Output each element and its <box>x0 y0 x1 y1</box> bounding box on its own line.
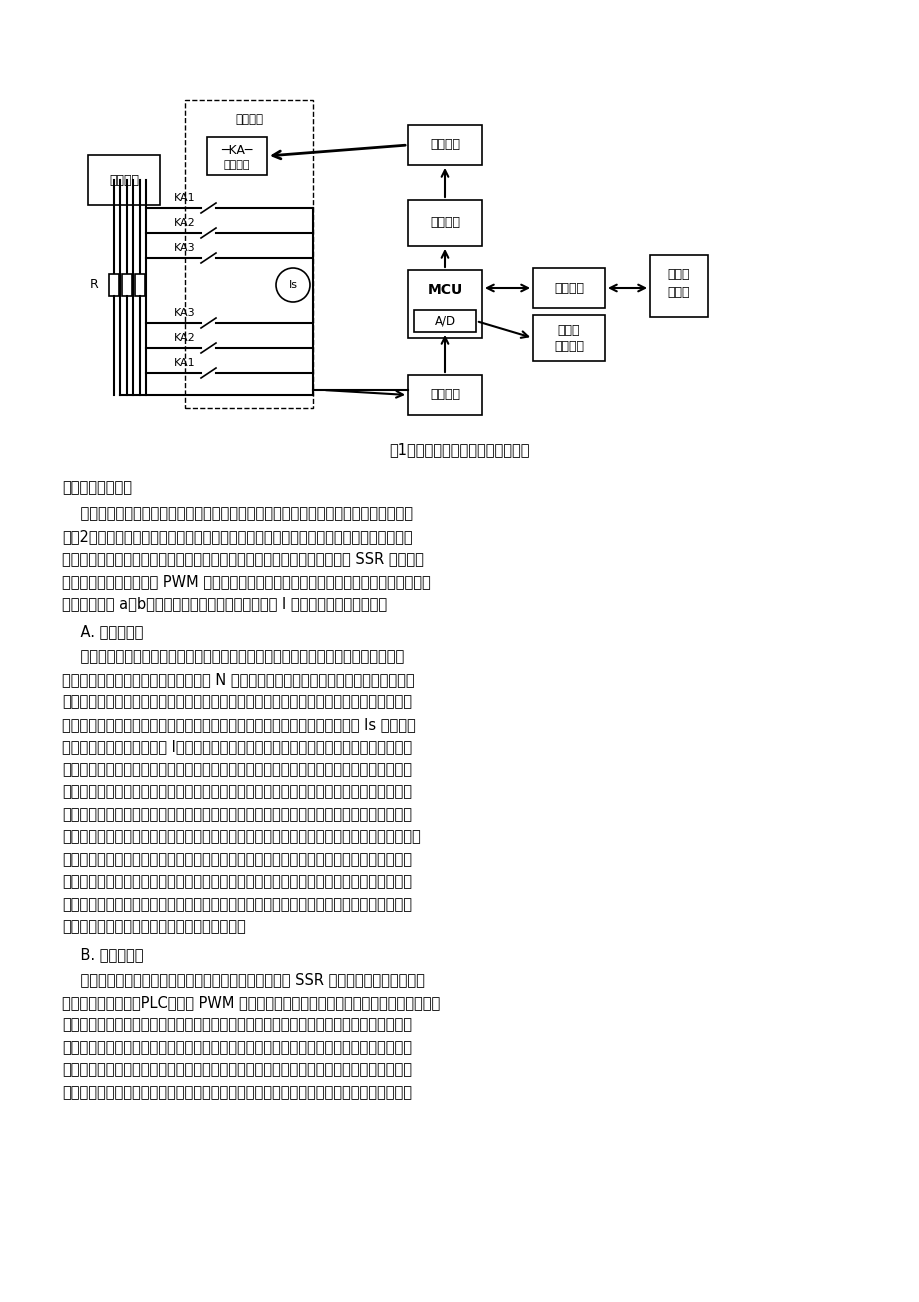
Text: 工作状态（正常、老化、断线、局部短路）：若其实际阻值与理想阻值的偏差在某一范围（称: 工作状态（正常、老化、断线、局部短路）：若其实际阻值与理想阻值的偏差在某一范围（… <box>62 829 420 845</box>
Text: 制系统: 制系统 <box>667 286 689 299</box>
Text: 为正常范围）内，则认为该相电阻丝工作正常；若其实际阻值与理想阻值的偏差大于正常范: 为正常范围）内，则认为该相电阻丝工作正常；若其实际阻值与理想阻值的偏差大于正常范 <box>62 852 412 867</box>
Text: 加热炉的温度控制系统一般采用过零型交流固态继电器 SSR 作为执行元件，并由温度: 加热炉的温度控制系统一般采用过零型交流固态继电器 SSR 作为执行元件，并由温度 <box>62 973 425 987</box>
Bar <box>407 125 482 165</box>
Text: Is: Is <box>289 280 297 290</box>
Text: A. 实现思路：: A. 实现思路： <box>62 624 143 639</box>
Text: 【具体实施方式】: 【具体实施方式】 <box>62 480 131 495</box>
Text: 由于温度控制具有大惯性、纯滞后的特点，短时间内切断交流电源几乎不会对被加热: 由于温度控制具有大惯性、纯滞后的特点，短时间内切断交流电源几乎不会对被加热 <box>62 650 403 664</box>
Text: 交流电源: 交流电源 <box>108 173 139 186</box>
Bar <box>414 310 475 332</box>
Bar <box>135 273 145 296</box>
Text: KA2: KA2 <box>174 217 196 228</box>
Text: 了更好地与温度控制系统配合使用，本发明提出的电阻丝断线检测装置定时切断交流电源的: 了更好地与温度控制系统配合使用，本发明提出的电阻丝断线检测装置定时切断交流电源的 <box>62 1017 412 1032</box>
Bar <box>532 315 605 361</box>
Text: KA2: KA2 <box>174 333 196 342</box>
Text: ─KA─: ─KA─ <box>221 145 253 158</box>
Text: 值一般会随温度的变化而变化，故可以将各温度区间内电阻丝的理想阻值预先以表格形式存: 值一般会随温度的变化而变化，故可以将各温度区间内电阻丝的理想阻值预先以表格形式存 <box>62 785 412 799</box>
Text: 隔离驱动: 隔离驱动 <box>429 138 460 151</box>
Text: MCU: MCU <box>427 283 462 297</box>
Text: 元件，由温度控制器通过 PWM 信号控制其通断，以此达到调节交流功率的目的。从恒流源: 元件，由温度控制器通过 PWM 信号控制其通断，以此达到调节交流功率的目的。从恒… <box>62 574 430 589</box>
Text: 多路开关: 多路开关 <box>429 216 460 229</box>
Bar <box>407 375 482 415</box>
Text: 控制器（如温控仪、PLC）通过 PWM 信号控制其通断，以此达到调节交流功率的目的。为: 控制器（如温控仪、PLC）通过 PWM 信号控制其通断，以此达到调节交流功率的目… <box>62 995 440 1010</box>
Text: 电源。在切断交流电源的这段时间内，利用运行速度较快的单片机控制恒流源 Is 依次将各: 电源。在切断交流电源的这段时间内，利用运行速度较快的单片机控制恒流源 Is 依次… <box>62 717 415 732</box>
Bar <box>88 155 160 204</box>
Text: 压值进行处理以得到当前温度（由温度控制器提供）下电阻丝的实际阻值。由于电阻丝的阻: 压值进行处理以得到当前温度（由温度控制器提供）下电阻丝的实际阻值。由于电阻丝的阻 <box>62 762 412 777</box>
Bar <box>650 255 708 316</box>
Text: R: R <box>89 279 98 292</box>
Text: 储在单片机中。将某温度下各相电阻丝的实际阻值和理想阻值进行比较就可以准确地判断其: 储在单片机中。将某温度下各相电阻丝的实际阻值和理想阻值进行比较就可以准确地判断其 <box>62 807 412 822</box>
Text: 以该检测装置在热室压铸机熔炉电阻丝断线检测系统中的应用为例，其硬件接线图请参: 以该检测装置在热室压铸机熔炉电阻丝断线检测系统中的应用为例，其硬件接线图请参 <box>62 506 413 522</box>
Bar <box>207 137 267 174</box>
Text: B. 实现方法：: B. 实现方法： <box>62 947 143 962</box>
Text: 于休眠状态，仅在定时时间（如一小时）到时由温度控制器提供信号将其唤醒，使其进行电: 于休眠状态，仅在定时时间（如一小时）到时由温度控制器提供信号将其唤醒，使其进行电 <box>62 1062 412 1078</box>
Text: 三相负载来加热。热室压铸机熔炉温度控制系统采用过零型交流固态继电器 SSR 作为执行: 三相负载来加热。热室压铸机熔炉温度控制系统采用过零型交流固态继电器 SSR 作为… <box>62 552 424 566</box>
Text: 继电器组: 继电器组 <box>223 160 250 171</box>
Text: 通信接口: 通信接口 <box>553 281 584 294</box>
Bar <box>407 201 482 246</box>
Text: 作在三相负载不对称状态。因此，可以每隔一定的时间（如一小时）短时间地切断一次交流: 作在三相负载不对称状态。因此，可以每隔一定的时间（如一小时）短时间地切断一次交流 <box>62 694 412 710</box>
Text: KA1: KA1 <box>174 358 196 368</box>
Text: 信号调理: 信号调理 <box>429 388 460 401</box>
Text: 物体的温度造成任何影响。又由于中线 N 对中性点位移的抑制作用，加热炉可以短时间工: 物体的温度造成任何影响。又由于中线 N 对中性点位移的抑制作用，加热炉可以短时间… <box>62 672 414 687</box>
Bar <box>108 273 119 296</box>
Text: 报警与: 报警与 <box>557 324 580 337</box>
Text: 阻丝故障巡回检测。巡回检测结束后输出检测结果，延时后自动进入休眠状态。下面说明一: 阻丝故障巡回检测。巡回检测结束后输出检测结果，延时后自动进入休眠状态。下面说明一 <box>62 1085 412 1100</box>
Text: KA1: KA1 <box>174 193 196 203</box>
Text: 源电流，再接通交流电源，使加热炉继续工作。: 源电流，再接通交流电源，使加热炉继续工作。 <box>62 919 245 935</box>
Bar <box>122 273 131 296</box>
Bar <box>532 268 605 309</box>
Text: A/D: A/D <box>434 315 455 328</box>
Text: 下限，则认为该相电阻丝局部短路。当各相电阻丝的工作状态都检测完毕后，应先切断恒流: 下限，则认为该相电阻丝局部短路。当各相电阻丝的工作状态都检测完毕后，应先切断恒流 <box>62 897 412 911</box>
Text: 围的上限，则认为该相电阻丝老化或断线。若其实际阻值与理想阻值的偏差小于正常范围的: 围的上限，则认为该相电阻丝老化或断线。若其实际阻值与理想阻值的偏差小于正常范围的 <box>62 875 412 889</box>
Text: 故障指示: 故障指示 <box>553 341 584 354</box>
Text: 相电阻丝分别通过恒定电流 I，然后分别采样各相电阻丝的端电压，并在单片机中对采样电: 相电阻丝分别通过恒定电流 I，然后分别采样各相电阻丝的端电压，并在单片机中对采样… <box>62 740 412 754</box>
Bar <box>185 100 312 408</box>
Text: KA3: KA3 <box>174 309 196 318</box>
Text: 看图2。热室压铸机熔炉以电阻丝为加热元件，为了提高其加热功率，利用电阻丝构成两组: 看图2。热室压铸机熔炉以电阻丝为加热元件，为了提高其加热功率，利用电阻丝构成两组 <box>62 529 413 544</box>
Text: 开关单元: 开关单元 <box>234 113 263 126</box>
Text: KA3: KA3 <box>174 243 196 253</box>
Text: 定时功能由温度控制器提供。在这种情况下，用于实现电阻丝断线检测功能的单片机平时处: 定时功能由温度控制器提供。在这种情况下，用于实现电阻丝断线检测功能的单片机平时处 <box>62 1040 412 1055</box>
Text: 两端引出端线 a、b，用于在某相电阻丝有恒流源电流 I 流过时采样其端电压值。: 两端引出端线 a、b，用于在某相电阻丝有恒流源电流 I 流过时采样其端电压值。 <box>62 596 387 612</box>
Text: 图1：加热炉故障检测系统原理框图: 图1：加热炉故障检测系统原理框图 <box>390 443 529 457</box>
Bar <box>407 270 482 339</box>
Text: 温度控: 温度控 <box>667 268 689 281</box>
